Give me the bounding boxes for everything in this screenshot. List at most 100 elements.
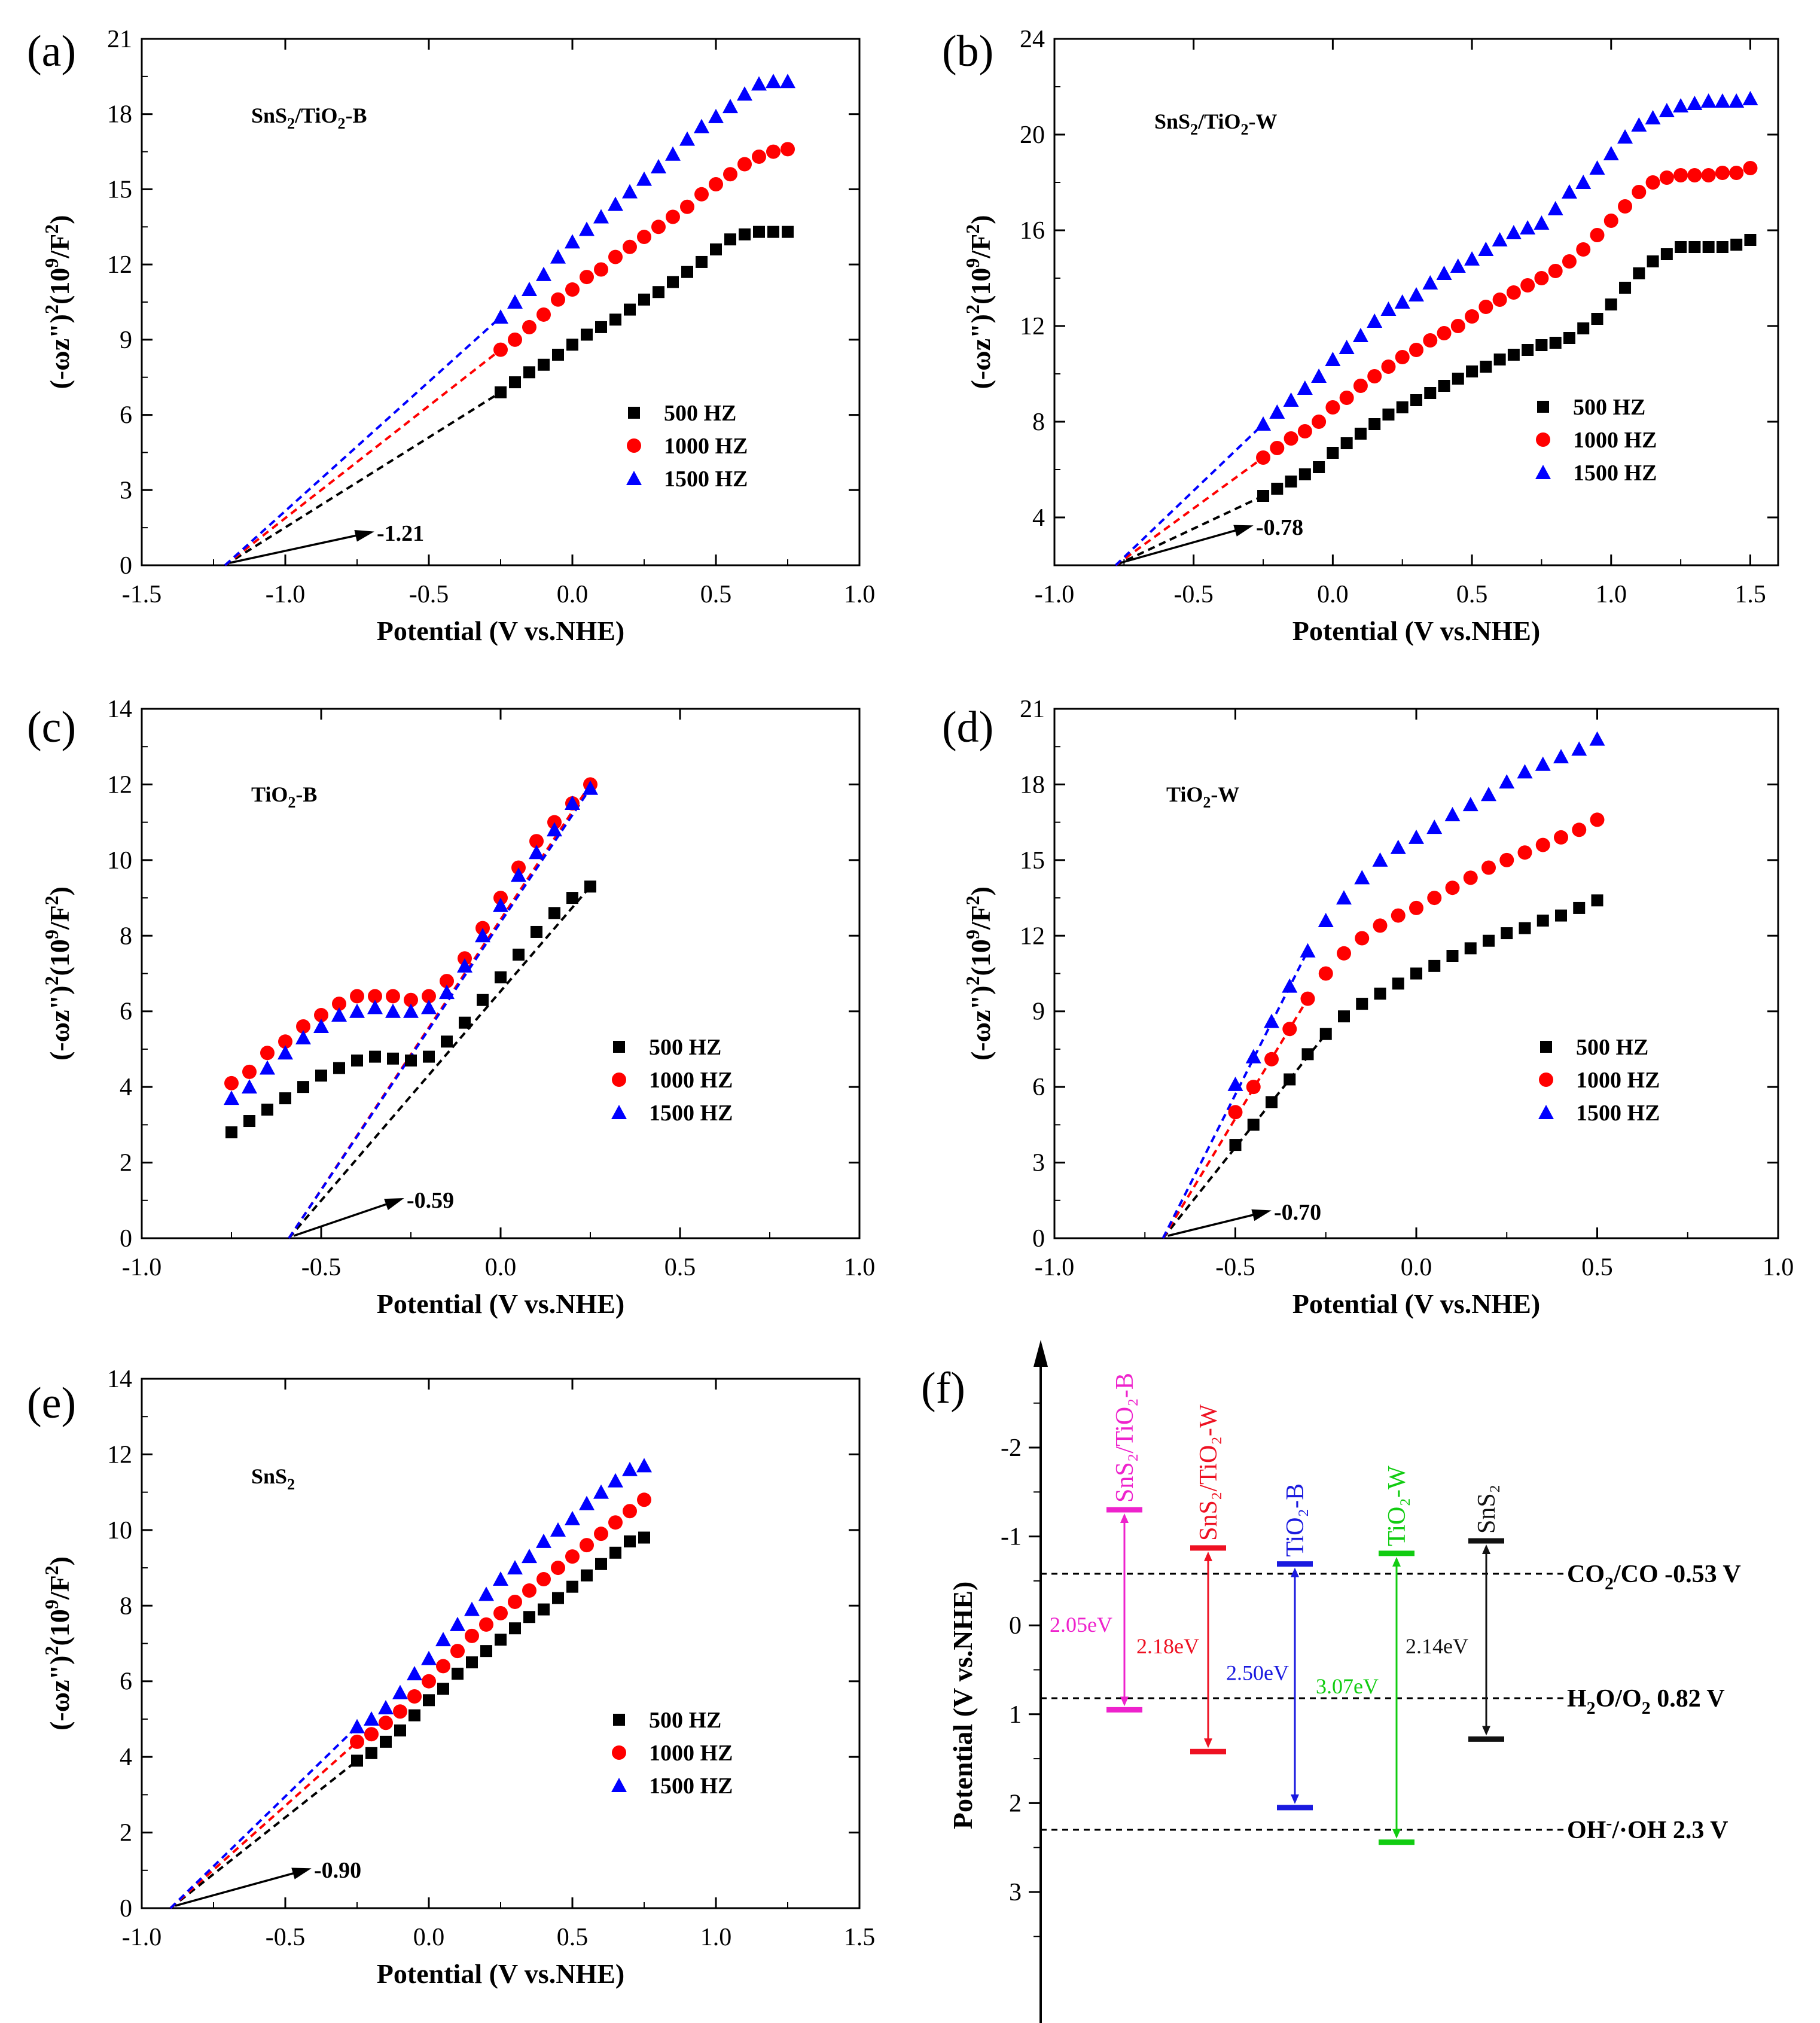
legend-marker (1536, 432, 1550, 447)
data-point (1246, 1080, 1261, 1095)
data-point (1687, 96, 1703, 110)
data-point (1390, 839, 1406, 854)
data-point (349, 1719, 365, 1733)
y-tick-label: 0 (120, 1895, 132, 1923)
arrow-down-icon (1291, 1794, 1299, 1804)
data-point (1338, 1010, 1350, 1023)
data-point (1603, 214, 1618, 228)
data-point (666, 209, 680, 224)
y-tick-label: 2 (1009, 1790, 1022, 1817)
data-point (279, 1092, 291, 1105)
data-point (1257, 490, 1270, 502)
x-tick-label: 1.5 (1734, 581, 1766, 608)
data-point (737, 157, 752, 172)
data-point (1520, 278, 1535, 293)
data-point (751, 76, 767, 91)
data-point (1325, 400, 1340, 415)
legend-label: 1000 HZ (649, 1068, 733, 1093)
y-tick-label: 3 (1032, 1150, 1045, 1177)
data-point (1284, 431, 1298, 446)
x-axis-label: Potential (V vs.NHE) (377, 616, 624, 646)
data-point (1549, 337, 1562, 349)
data-point (622, 1461, 638, 1476)
data-point (1245, 1049, 1261, 1064)
legend: 500 HZ 1000 HZ 1500 HZ (611, 1708, 733, 1799)
data-point (531, 925, 542, 938)
intercept-arrow (229, 531, 371, 564)
data-point (1340, 437, 1353, 449)
data-point (387, 1052, 399, 1065)
data-point (580, 1538, 594, 1553)
data-point (1396, 401, 1409, 413)
legend-label: 1000 HZ (649, 1741, 733, 1766)
data-point (1535, 837, 1550, 852)
chart-panel-f: -2 -1 0 1 2 3 Potential (V vs.NHE) (f) CO2/CO -0… (921, 1340, 1741, 2023)
data-point (495, 971, 507, 983)
y-tick-label: 10 (107, 847, 132, 875)
data-point (513, 948, 525, 961)
data-point (380, 1735, 392, 1748)
data-point (1617, 129, 1633, 144)
data-point (1271, 483, 1284, 495)
data-point (1438, 380, 1450, 392)
x-tick-label: 0.5 (664, 1254, 696, 1281)
data-point (694, 118, 709, 133)
data-point (394, 1724, 406, 1736)
reference-label: OH-/·OH 2.3 V (1567, 1813, 1728, 1844)
x-tick-label: -1.0 (1035, 1254, 1075, 1281)
y-tick-label: 0 (1009, 1612, 1022, 1640)
data-point (1632, 185, 1647, 199)
data-point (1300, 991, 1315, 1006)
data-point (636, 1458, 652, 1473)
x-tick-label: 0.0 (413, 1924, 445, 1951)
data-point (403, 1003, 419, 1018)
data-point (552, 1592, 564, 1604)
y-tick-label: 3 (1009, 1879, 1022, 1906)
data-point (1589, 731, 1605, 746)
legend-label: 500 HZ (649, 1035, 721, 1060)
data-point (1744, 234, 1757, 246)
x-tick-label: 1.0 (844, 1254, 876, 1281)
data-point (224, 1090, 239, 1105)
x-tick-label: 1.5 (844, 1924, 876, 1951)
data-point (1605, 298, 1617, 310)
data-point (1355, 931, 1370, 946)
data-point (1631, 117, 1647, 132)
data-point (1327, 447, 1339, 459)
data-point (565, 1549, 580, 1564)
data-point (1499, 774, 1515, 789)
data-point (507, 1560, 523, 1575)
data-point (608, 1473, 623, 1488)
data-point (1571, 741, 1587, 756)
legend-marker (613, 1041, 625, 1053)
data-point (608, 249, 623, 264)
arrow-head (384, 1198, 404, 1210)
data-point (493, 309, 508, 324)
data-point (1374, 988, 1386, 1000)
y-tick-label: 2 (120, 1820, 132, 1847)
data-point (224, 1076, 239, 1090)
data-point (243, 1115, 255, 1128)
panel-label: (b) (942, 27, 993, 76)
data-point (767, 226, 779, 238)
data-point (1464, 942, 1477, 955)
x-axis-label: Potential (V vs.NHE) (1292, 1288, 1540, 1319)
x-tick-label: 0.5 (1581, 1254, 1613, 1281)
intercept-label: -1.21 (377, 521, 424, 546)
data-point (1478, 300, 1493, 314)
data-point (565, 282, 580, 297)
data-point (1645, 110, 1661, 124)
y-axis-label: (-ωz")2(109/F2) (41, 886, 75, 1061)
intercept-arrow (1167, 1210, 1269, 1237)
data-point (1534, 271, 1549, 285)
data-point (638, 1531, 650, 1544)
data-point (723, 167, 737, 182)
arrow-up-icon (1204, 1551, 1212, 1561)
data-point (1423, 333, 1438, 348)
legend-label: 1000 HZ (1573, 428, 1657, 453)
data-point (1506, 285, 1521, 300)
band-4: SnS₂ 2.14eV (1406, 1485, 1504, 1742)
data-point (1575, 175, 1592, 189)
data-point (1480, 361, 1492, 373)
y-tick-label: 0 (120, 552, 132, 580)
